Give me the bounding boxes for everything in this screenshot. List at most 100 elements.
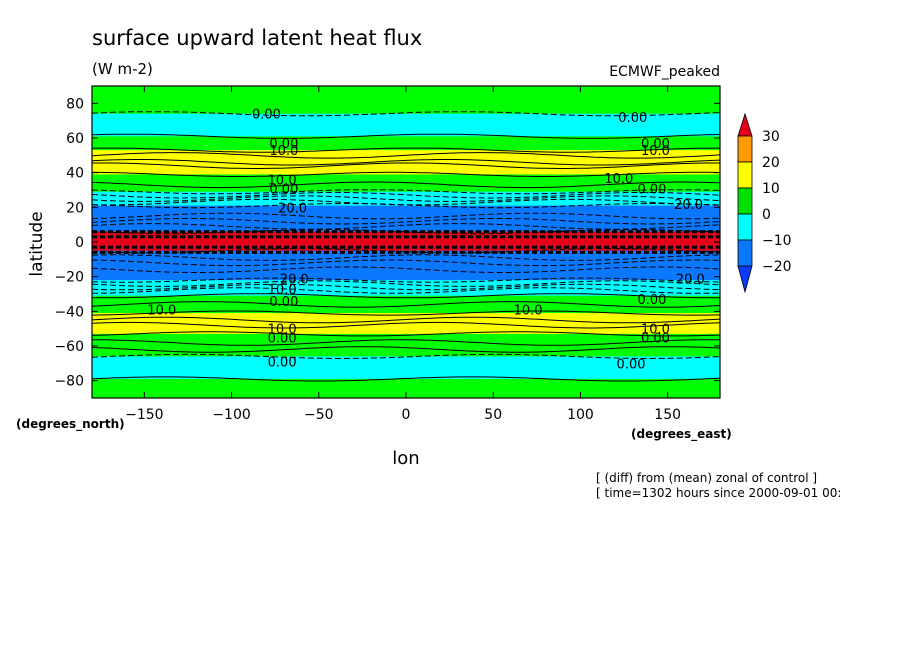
colorbar-segment-3 (737, 187, 753, 215)
colorbar-label-4: −10 (762, 233, 792, 249)
colorbar-segment-1 (737, 135, 753, 163)
contour-label-23: 0.00 (268, 356, 297, 371)
contour-line-4 (91, 189, 721, 195)
contour-label-19: 10.0 (268, 323, 297, 338)
contour-label-20: 0.00 (268, 331, 297, 346)
y-tick-label-0: 80 (66, 96, 84, 112)
colorbar-segment-4 (737, 213, 753, 241)
colorbar-label-1: 20 (762, 155, 780, 171)
colorbar-top-arrow (737, 112, 753, 137)
footer-line-1: [ (diff) from (mean) zonal of control ] (596, 471, 817, 485)
band-1 (92, 113, 720, 137)
contour-line-15 (91, 159, 721, 166)
colorbar: 30 20 10 0 −10 −20 (737, 112, 792, 294)
contour-label-22: 0.00 (641, 331, 670, 346)
band-11 (92, 313, 720, 335)
contour-line-13 (91, 376, 721, 382)
y-tick-label-8: −80 (54, 374, 84, 390)
model-label: ECMWF_peaked (609, 64, 720, 80)
contour-line-33 (92, 339, 721, 346)
y-tick-label-2: 40 (66, 166, 84, 182)
colorbar-segment-2 (737, 161, 753, 189)
footer-line-2: [ time=1302 hours since 2000-09-01 00: (596, 486, 841, 500)
contour-line-10 (91, 310, 721, 316)
contour-label-1: 0.00 (618, 111, 647, 126)
y-tick-label-3: 20 (66, 200, 84, 216)
contour-label-21: 10.0 (641, 323, 670, 338)
contour-line-30 (91, 301, 721, 308)
contour-label-17: 10.0 (147, 304, 176, 319)
contour-line-21 (91, 212, 721, 220)
contour-line-12 (91, 353, 721, 359)
contour-line-34 (91, 346, 721, 353)
band-13 (92, 356, 720, 380)
colorbar-bottom-arrow (737, 265, 753, 294)
units-label: (W m-2) (92, 60, 153, 78)
y-axis-label: latitude (27, 211, 47, 276)
contour-label-2: 0.00 (269, 137, 298, 152)
contour-label-6: 10.0 (268, 174, 297, 189)
contour-label-5: 10.0 (641, 144, 670, 159)
contour-line-8 (91, 277, 721, 283)
y-tick-label-6: −40 (54, 304, 84, 320)
color-bands (92, 86, 720, 399)
contour-line-16 (92, 162, 720, 169)
contour-label-10: 20.0 (278, 201, 307, 216)
x-tick-label-0: −150 (125, 407, 163, 423)
colorbar-segment-5 (737, 239, 753, 267)
contour-line-25 (91, 259, 721, 267)
x-unit-label: (degrees_east) (631, 427, 732, 442)
x-tick-label-2: −50 (304, 407, 334, 423)
band-4 (92, 174, 720, 193)
contour-label-24: 0.00 (617, 357, 646, 372)
colorbar-label-0: 30 (762, 129, 780, 145)
contour-label-15: 0.00 (269, 295, 298, 310)
y-tick-label-7: −60 (54, 339, 84, 355)
band-10 (92, 295, 720, 314)
band-2 (92, 136, 720, 151)
contour-line-14 (91, 152, 721, 159)
contour-line-1 (91, 133, 721, 139)
x-tick-label-3: 0 (402, 407, 411, 423)
contour-line-31 (91, 316, 721, 324)
x-axis-label: lon (392, 448, 419, 469)
chart-title: surface upward latent heat flux (92, 26, 422, 50)
contour-label-7: 0.00 (269, 182, 298, 197)
colorbar-label-3: 0 (762, 207, 771, 223)
contour-line-5 (91, 203, 721, 209)
contour-label-3: 10.0 (269, 144, 298, 159)
x-tick-label-5: 100 (567, 407, 594, 423)
contour-line-11 (91, 331, 721, 337)
contour-label-18: 10.0 (514, 304, 543, 319)
contour-line-0 (91, 111, 721, 117)
y-tick-label-5: −20 (54, 270, 84, 286)
contour-label-11: 20.0 (674, 198, 703, 213)
contour-lines (91, 111, 721, 382)
contour-line-24 (91, 254, 721, 261)
contour-label-8: 10.0 (604, 172, 633, 187)
contour-line-27 (91, 280, 721, 287)
band-8 (92, 250, 720, 281)
contour-line-9 (92, 293, 720, 299)
contour-line-17 (91, 181, 721, 189)
y-unit-label: (degrees_north) (16, 417, 125, 432)
contour-line-22 (91, 217, 721, 225)
y-tick-label-1: 60 (66, 131, 84, 147)
colorbar-label-2: 10 (762, 181, 780, 197)
contour-line-28 (91, 283, 721, 291)
contour-line-26 (91, 266, 721, 273)
x-tick-label-6: 150 (654, 407, 681, 423)
x-tick-label-4: 50 (484, 407, 502, 423)
contour-line-23 (91, 223, 721, 230)
x-tick-label-1: −100 (212, 407, 250, 423)
contour-label-13: 10.0 (268, 283, 297, 298)
band-12 (92, 333, 720, 357)
y-tick-label-4: 0 (75, 235, 84, 251)
contour-label-12: 20.0 (280, 272, 309, 287)
x-axis: −150 −100 −50 0 50 100 150 (125, 86, 681, 423)
contour-line-3 (91, 171, 721, 177)
contour-label-9: 0.00 (637, 182, 666, 197)
